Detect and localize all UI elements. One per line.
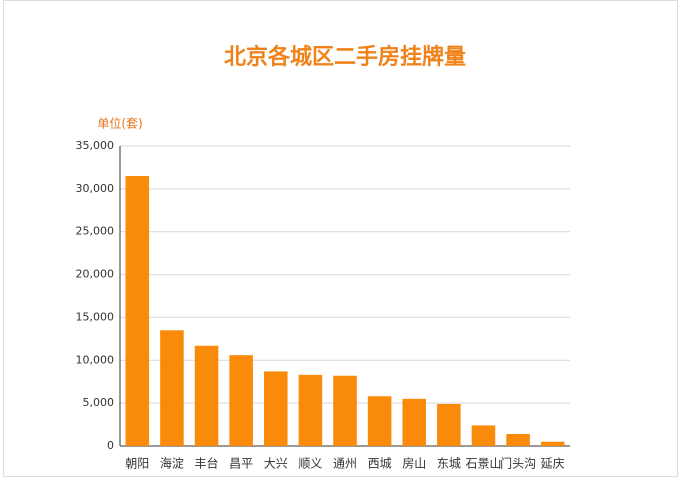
bar — [229, 355, 253, 446]
bar — [160, 330, 184, 446]
x-tick-label: 顺义 — [298, 457, 322, 471]
y-tick-label: 35,000 — [76, 139, 115, 152]
y-tick-label: 5,000 — [83, 396, 115, 409]
x-tick-label: 门头沟 — [500, 456, 536, 471]
x-tick-label: 大兴 — [264, 457, 288, 471]
x-tick-label: 石景山 — [465, 457, 501, 471]
x-tick-label: 延庆 — [541, 457, 565, 471]
x-tick-label: 西城 — [368, 457, 392, 471]
x-tick-label: 通州 — [333, 457, 357, 471]
bar — [264, 371, 288, 446]
y-tick-label: 25,000 — [76, 225, 115, 238]
x-tick-label: 丰台 — [195, 456, 219, 471]
y-tick-label: 15,000 — [76, 310, 115, 323]
bar — [402, 398, 426, 446]
x-tick-label: 昌平 — [229, 457, 253, 471]
x-tick-label: 房山 — [402, 456, 426, 471]
bar — [125, 176, 150, 446]
bar — [506, 434, 530, 446]
bar — [333, 375, 357, 446]
x-tick-label: 海淀 — [160, 456, 184, 471]
y-axis-label: 单位(套) — [97, 116, 142, 131]
frame — [3, 0, 678, 477]
bar — [298, 374, 323, 446]
x-tick-label: 东城 — [437, 457, 461, 471]
bar — [367, 396, 392, 446]
bar — [540, 441, 565, 446]
y-tick-label: 10,000 — [76, 353, 115, 366]
bar — [437, 404, 461, 446]
chart-title: 北京各城区二手房挂牌量 — [224, 44, 466, 70]
bar — [194, 345, 219, 446]
bar — [471, 425, 496, 446]
x-tick-label: 朝阳 — [125, 457, 149, 471]
y-tick-label: 30,000 — [76, 182, 115, 195]
y-tick-label: 20,000 — [76, 268, 115, 281]
y-tick-label: 0 — [107, 439, 114, 452]
